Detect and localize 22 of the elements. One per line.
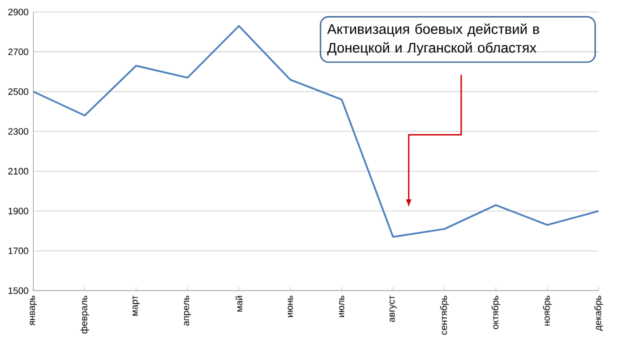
x-tick-label: июнь xyxy=(288,296,293,317)
x-tick-label: декабрь xyxy=(594,296,604,331)
line-series xyxy=(33,25,599,238)
y-tick-label: 1500 xyxy=(8,287,28,294)
x-tick-label: ноябрь xyxy=(542,296,552,326)
x-tick-label: октябрь xyxy=(491,296,500,330)
x-tick-label: март xyxy=(132,296,140,316)
x-tick-label: август xyxy=(390,296,397,322)
y-tick-label: 1900 xyxy=(8,208,28,214)
x-tick-label: июль xyxy=(339,296,344,318)
y-tick-label: 2100 xyxy=(8,168,28,175)
x-tick-label: февраль xyxy=(80,296,90,334)
x-tick-label: май xyxy=(235,296,242,312)
y-tick-label: 2300 xyxy=(8,128,28,135)
y-tick-label: 2700 xyxy=(8,48,28,56)
x-tick-label: январь xyxy=(30,296,37,326)
x-tick-label: апрель xyxy=(184,296,192,326)
y-tick-label: 2500 xyxy=(8,88,28,95)
annotation: Активизация боевых действий в Донецкой и Луганской областях xyxy=(327,24,540,56)
y-tick-label: 2900 xyxy=(8,8,28,16)
y-tick-label: 1700 xyxy=(8,248,28,254)
x-tick-label: сентябрь xyxy=(440,296,449,335)
